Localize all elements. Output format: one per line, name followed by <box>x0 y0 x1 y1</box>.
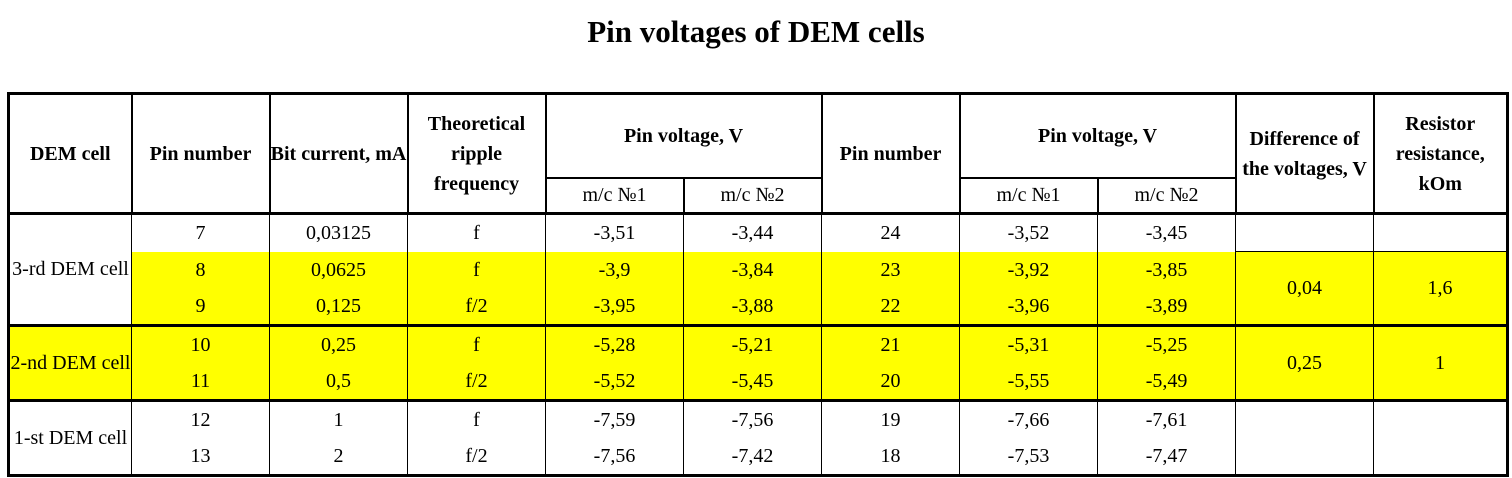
cell-voltage-mc2: -3,88 <box>682 287 823 326</box>
cell-resistor-empty <box>1373 212 1509 252</box>
cell-resistor: 1,6 <box>1373 251 1509 326</box>
cell-current: 0,25 <box>269 323 408 363</box>
cell-voltage-mc2: -3,84 <box>682 251 823 288</box>
cell-frequency: f <box>407 212 546 252</box>
header-difference: Difference of the voltages, V <box>1234 92 1375 215</box>
group-label: 3-rd DEM cell <box>8 212 132 326</box>
table-row: 8 0,0625 f -3,9 -3,84 23 -3,92 -3,85 0,0… <box>8 251 1509 326</box>
header-ripple-frequency: Theoretical ripple frequency <box>406 92 547 215</box>
header-pin-number-2: Pin number <box>820 92 961 215</box>
cell-frequency: f <box>407 323 546 363</box>
cell-voltage2-mc1: -3,96 <box>959 287 1099 326</box>
header-mc1-b: m/c №1 <box>958 176 1099 215</box>
cell-voltage-mc2: -5,45 <box>682 362 823 401</box>
table-row: 13 2 f/2 -7,56 -7,42 18 -7,53 -7,47 <box>9 437 1508 476</box>
table-row: 3-rd DEM cell 7 0,03125 f -3,51 -3,44 24… <box>8 212 1509 326</box>
group-label: 2-nd DEM cell <box>8 323 132 401</box>
page-title: Pin voltages of DEM cells <box>587 14 925 49</box>
cell-voltage2-mc2: -3,85 <box>1097 251 1237 288</box>
cell-frequency: f/2 <box>407 362 546 401</box>
cell-voltage-mc1: -5,28 <box>545 323 684 363</box>
header-mc2-a: m/c №2 <box>682 176 823 215</box>
cell-pin1: 8 <box>131 251 270 288</box>
cell-voltage-mc2: -7,42 <box>682 437 823 476</box>
cell-voltage2-mc1: -7,66 <box>959 398 1099 438</box>
cell-current: 0,125 <box>269 287 408 326</box>
cell-pin1: 11 <box>131 362 270 401</box>
cell-voltage-mc1: -7,56 <box>545 437 684 476</box>
cell-voltage2-mc2: -5,49 <box>1097 362 1237 401</box>
cell-voltage-mc2: -5,21 <box>682 323 823 363</box>
cell-voltage-mc1: -5,52 <box>545 362 684 401</box>
header-pin-number: Pin number <box>130 92 271 215</box>
cell-voltage-mc1: -3,51 <box>545 212 684 252</box>
table-row: 1-st DEM cell 12 1 f -7,59 -7,56 19 -7,6… <box>8 398 1509 476</box>
header-resistor: Resistor resistance, kOm <box>1372 92 1509 215</box>
pin-voltage-table: DEM cell Pin number Bit current, mA Theo… <box>7 92 1510 477</box>
cell-voltage2-mc2: -7,61 <box>1097 398 1237 438</box>
cell-pin2: 21 <box>821 323 961 363</box>
cell-voltage2-mc2: -5,25 <box>1097 323 1237 363</box>
header-mc2-b: m/c №2 <box>1096 176 1237 215</box>
cell-resistor-empty <box>1373 398 1509 476</box>
cell-voltage2-mc1: -3,52 <box>959 212 1099 252</box>
cell-voltage-mc2: -7,56 <box>682 398 823 438</box>
cell-voltage2-mc1: -7,53 <box>959 437 1099 476</box>
cell-pin2: 19 <box>821 398 961 438</box>
header-mc1-a: m/c №1 <box>544 176 685 215</box>
cell-pin1: 7 <box>131 212 270 252</box>
cell-current: 0,5 <box>269 362 408 401</box>
cell-frequency: f <box>407 398 546 438</box>
cell-difference-empty <box>1235 398 1375 476</box>
header-bit-current: Bit current, mA <box>268 92 409 215</box>
header-pin-voltage: Pin voltage, V <box>544 92 823 179</box>
cell-voltage2-mc2: -7,47 <box>1097 437 1237 476</box>
cell-pin2: 20 <box>821 362 961 401</box>
cell-pin2: 18 <box>821 437 961 476</box>
header-pin-voltage-2: Pin voltage, V <box>958 92 1237 179</box>
cell-frequency: f/2 <box>407 437 546 476</box>
cell-voltage2-mc1: -3,92 <box>959 251 1099 288</box>
cell-current: 0,03125 <box>269 212 408 252</box>
cell-current: 1 <box>269 398 408 438</box>
cell-pin1: 10 <box>131 323 270 363</box>
cell-resistor: 1 <box>1373 323 1509 401</box>
cell-voltage2-mc2: -3,45 <box>1097 212 1237 252</box>
cell-frequency: f/2 <box>407 287 546 326</box>
cell-voltage2-mc1: -5,31 <box>959 323 1099 363</box>
cell-voltage2-mc1: -5,55 <box>959 362 1099 401</box>
cell-difference: 0,04 <box>1235 251 1375 326</box>
cell-pin1: 12 <box>131 398 270 438</box>
cell-voltage-mc1: -7,59 <box>545 398 684 438</box>
cell-voltage2-mc2: -3,89 <box>1097 287 1237 326</box>
cell-frequency: f <box>407 251 546 288</box>
cell-current: 0,0625 <box>269 251 408 288</box>
cell-voltage-mc2: -3,44 <box>682 212 823 252</box>
cell-voltage-mc1: -3,95 <box>545 287 684 326</box>
table-row: 2-nd DEM cell 10 0,25 f -5,28 -5,21 21 -… <box>8 323 1509 401</box>
header-dem-cell: DEM cell <box>7 92 133 215</box>
cell-pin2: 22 <box>821 287 961 326</box>
cell-current: 2 <box>269 437 408 476</box>
cell-pin2: 24 <box>821 212 961 252</box>
cell-pin1: 9 <box>131 287 270 326</box>
cell-voltage-mc1: -3,9 <box>545 251 684 288</box>
cell-difference: 0,25 <box>1235 323 1375 401</box>
cell-pin1: 13 <box>131 437 270 476</box>
cell-pin2: 23 <box>821 251 961 288</box>
group-label: 1-st DEM cell <box>8 398 132 476</box>
cell-difference-empty <box>1235 212 1375 252</box>
